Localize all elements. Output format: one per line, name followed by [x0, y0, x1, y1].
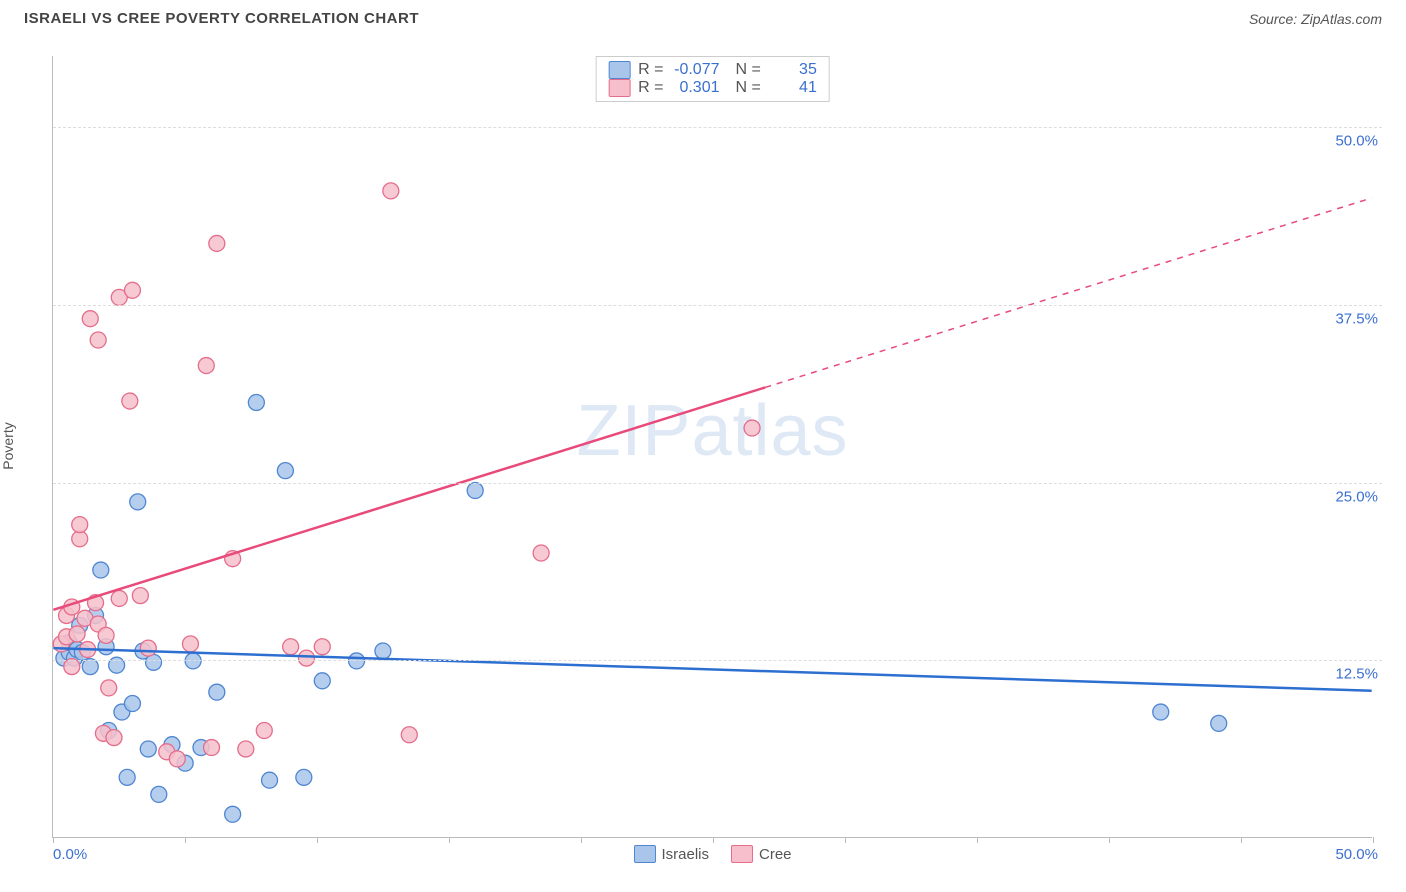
x-tick — [581, 837, 582, 843]
n-label: N = — [736, 61, 761, 79]
data-point — [169, 751, 185, 767]
data-point — [383, 183, 399, 199]
data-point — [248, 394, 264, 410]
legend-swatch — [608, 79, 630, 97]
data-point — [101, 680, 117, 696]
data-point — [209, 684, 225, 700]
legend-label: Cree — [759, 846, 792, 863]
data-point — [277, 463, 293, 479]
data-point — [132, 588, 148, 604]
data-point — [98, 627, 114, 643]
series-legend: Israelis Cree — [633, 845, 791, 863]
legend-row: R = -0.077 N = 35 — [608, 61, 817, 79]
data-point — [1211, 715, 1227, 731]
data-point — [467, 483, 483, 499]
y-tick-label: 25.0% — [1335, 488, 1378, 505]
r-value: -0.077 — [672, 61, 720, 79]
x-tick — [713, 837, 714, 843]
legend-swatch — [731, 845, 753, 863]
data-point — [225, 806, 241, 822]
legend-swatch — [633, 845, 655, 863]
trend-line — [53, 387, 765, 609]
data-point — [256, 723, 272, 739]
data-point — [314, 673, 330, 689]
trend-line — [53, 648, 1371, 691]
legend-item: Cree — [731, 845, 792, 863]
gridline — [53, 127, 1382, 128]
x-tick — [53, 837, 54, 843]
data-point — [401, 727, 417, 743]
legend-item: Israelis — [633, 845, 709, 863]
data-point — [296, 769, 312, 785]
data-point — [533, 545, 549, 561]
x-tick — [449, 837, 450, 843]
legend-swatch — [608, 61, 630, 79]
data-point — [1153, 704, 1169, 720]
x-tick — [977, 837, 978, 843]
data-point — [262, 772, 278, 788]
trend-line-extrapolated — [765, 198, 1371, 387]
y-tick-label: 12.5% — [1335, 666, 1378, 683]
data-point — [124, 282, 140, 298]
data-point — [82, 311, 98, 327]
x-tick — [1373, 837, 1374, 843]
n-value: 41 — [769, 79, 817, 97]
data-point — [130, 494, 146, 510]
data-point — [744, 420, 760, 436]
x-tick — [845, 837, 846, 843]
data-point — [90, 332, 106, 348]
x-tick — [1109, 837, 1110, 843]
r-label: R = — [638, 79, 663, 97]
data-point — [106, 730, 122, 746]
r-value: 0.301 — [672, 79, 720, 97]
scatter-svg — [53, 56, 1372, 837]
y-tick-label: 50.0% — [1335, 133, 1378, 150]
data-point — [298, 650, 314, 666]
data-point — [375, 643, 391, 659]
source-attribution: Source: ZipAtlas.com — [1249, 11, 1382, 27]
gridline — [53, 660, 1382, 661]
correlation-legend: R = -0.077 N = 35 R = 0.301 N = 41 — [595, 56, 830, 102]
data-point — [140, 741, 156, 757]
data-point — [198, 358, 214, 374]
x-tick — [1241, 837, 1242, 843]
header: ISRAELI VS CREE POVERTY CORRELATION CHAR… — [0, 0, 1406, 33]
data-point — [124, 696, 140, 712]
gridline — [53, 483, 1382, 484]
x-axis-min-label: 0.0% — [53, 846, 87, 863]
x-tick — [317, 837, 318, 843]
chart-title: ISRAELI VS CREE POVERTY CORRELATION CHAR… — [24, 10, 419, 27]
y-axis-label: Poverty — [0, 422, 16, 469]
data-point — [314, 639, 330, 655]
data-point — [122, 393, 138, 409]
data-point — [182, 636, 198, 652]
n-label: N = — [736, 79, 761, 97]
legend-row: R = 0.301 N = 41 — [608, 79, 817, 97]
data-point — [238, 741, 254, 757]
data-point — [93, 562, 109, 578]
data-point — [209, 235, 225, 251]
data-point — [204, 740, 220, 756]
data-point — [151, 786, 167, 802]
gridline — [53, 305, 1382, 306]
y-tick-label: 37.5% — [1335, 310, 1378, 327]
n-value: 35 — [769, 61, 817, 79]
data-point — [140, 640, 156, 656]
data-point — [69, 626, 85, 642]
data-point — [283, 639, 299, 655]
legend-label: Israelis — [661, 846, 709, 863]
x-axis-max-label: 50.0% — [1335, 846, 1378, 863]
data-point — [111, 590, 127, 606]
r-label: R = — [638, 61, 663, 79]
x-tick — [185, 837, 186, 843]
data-point — [119, 769, 135, 785]
chart-plot-area: ZIPatlas R =-0.077N =35R =0.301N =41 Isr… — [52, 56, 1372, 838]
data-point — [72, 517, 88, 533]
